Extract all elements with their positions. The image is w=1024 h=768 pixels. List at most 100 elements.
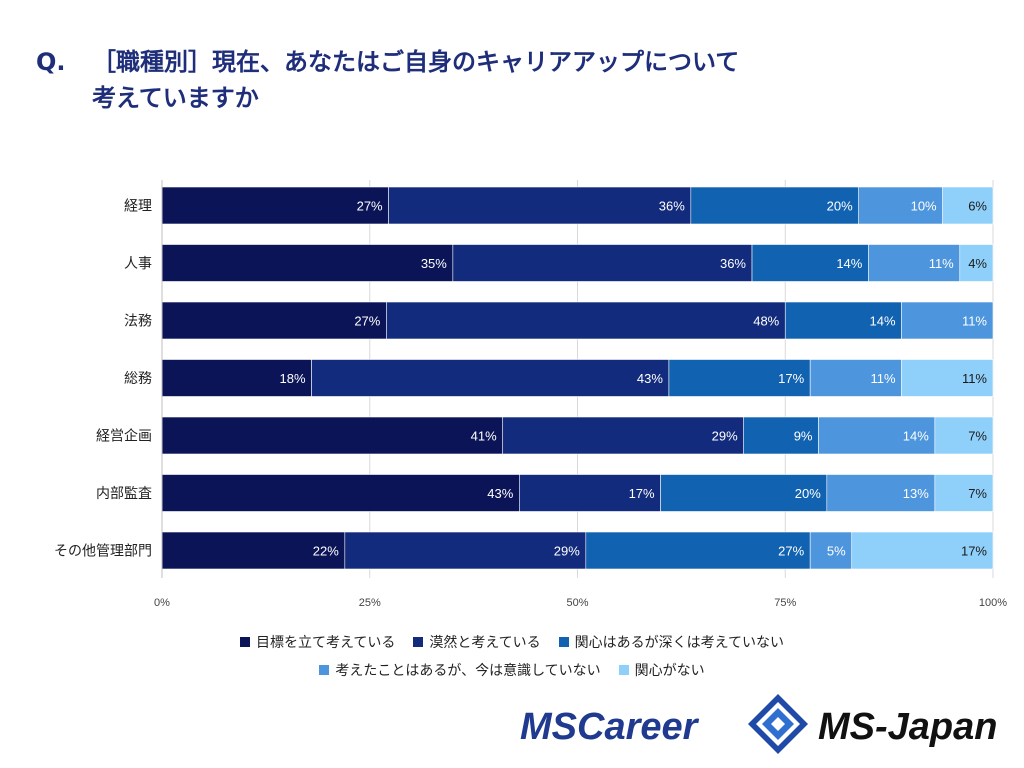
bar-segment <box>161 531 346 570</box>
data-label: 29% <box>712 429 738 444</box>
legend-item: 目標を立て考えている <box>240 632 395 652</box>
bar-segment <box>386 301 786 340</box>
bar-segment <box>161 359 312 397</box>
legend-row-1: 目標を立て考えている 漠然と考えている 関心はあるが深くは考えていない <box>0 628 1024 656</box>
data-label: 17% <box>961 544 987 559</box>
mscareer-logo: MSCareer <box>520 706 700 748</box>
bar-segment <box>161 301 387 340</box>
data-label: 22% <box>313 544 339 559</box>
chart-legend: 目標を立て考えている 漠然と考えている 関心はあるが深くは考えていない 考えたことは… <box>0 628 1024 684</box>
legend-row-2: 考えたことはあるが、今は意識していない 関心がない <box>0 656 1024 684</box>
bar-segment <box>934 416 994 455</box>
brand-logos: MSCareer MS-Japan <box>520 694 997 754</box>
bar-segment <box>809 359 902 397</box>
question-prefix: Q. <box>36 48 66 76</box>
data-label: 11% <box>929 256 954 271</box>
data-label: 14% <box>836 256 862 271</box>
data-label: 35% <box>421 256 447 271</box>
data-label: 17% <box>778 371 804 386</box>
legend-swatch <box>413 637 424 647</box>
bar-segment <box>784 301 902 340</box>
bar-segment <box>660 474 828 512</box>
data-label: 11% <box>871 371 896 386</box>
page-title: Q. ［職種別］現在、あなたはご自身のキャリアアップについて 考えていますか <box>36 44 739 116</box>
bar-segment <box>668 359 811 397</box>
title-line-1: ［職種別］現在、あなたはご自身のキャリアアップについて <box>92 48 740 76</box>
stacked-bar-chart: 0% 25% 50% 75% 100% 経理 27% 36% 20% 10% 6% 人事 35% 36% 1… <box>54 180 1007 609</box>
legend-label: 考えたことはあるが、今は意識していない <box>335 663 601 679</box>
legend-swatch <box>319 665 330 675</box>
data-label: 14% <box>870 314 896 329</box>
category-label: 法務 <box>124 314 152 330</box>
data-label: 20% <box>827 199 853 214</box>
ms-japan-logo: MS-Japan <box>818 706 997 748</box>
legend-item: 関心がない <box>618 660 705 680</box>
bar-segment <box>585 531 811 570</box>
data-label: 7% <box>968 429 987 444</box>
data-label: 41% <box>471 429 497 444</box>
title-line-2: 考えていますか <box>92 84 259 112</box>
legend-item: 考えたことはあるが、今は意識していない <box>319 660 601 680</box>
bar-segment <box>161 186 389 225</box>
data-label: 11% <box>962 371 987 386</box>
x-tick-label: 100% <box>979 597 1007 609</box>
data-label: 27% <box>354 314 380 329</box>
bar-segment <box>818 416 936 455</box>
data-label: 27% <box>357 199 383 214</box>
bar-segment <box>868 244 961 282</box>
data-label: 10% <box>911 199 937 214</box>
data-label: 9% <box>794 429 813 444</box>
category-label: 内部監査 <box>96 485 152 502</box>
legend-swatch <box>240 637 251 647</box>
bar-segment <box>311 359 670 397</box>
bar-segment <box>502 416 744 455</box>
data-label: 5% <box>827 544 846 559</box>
data-label: 18% <box>280 371 306 386</box>
bar-segment <box>743 416 819 455</box>
category-label: その他管理部門 <box>54 544 152 560</box>
bar-segment <box>934 474 994 512</box>
category-label: 経営企画 <box>96 428 152 445</box>
category-label: 経理 <box>124 199 152 215</box>
data-label: 43% <box>637 371 663 386</box>
data-label: 7% <box>968 486 987 501</box>
bar-segment <box>161 474 520 512</box>
legend-label: 漠然と考えている <box>429 635 541 651</box>
bar-segment <box>452 244 753 282</box>
bar-segment <box>901 301 994 340</box>
bar-segment <box>344 531 587 570</box>
data-label: 13% <box>903 486 929 501</box>
data-label: 6% <box>968 199 987 214</box>
bar-segment <box>901 359 994 397</box>
bar-segment <box>851 531 994 570</box>
data-label: 11% <box>962 314 987 329</box>
category-label: 総務 <box>124 371 152 387</box>
data-label: 17% <box>629 486 655 501</box>
data-label: 36% <box>720 256 746 271</box>
legend-label: 関心はあるが深くは考えていない <box>574 635 784 651</box>
bar-segment <box>388 186 692 225</box>
data-label: 43% <box>487 486 513 501</box>
data-label: 27% <box>778 544 804 559</box>
x-tick-label: 75% <box>774 597 796 609</box>
x-tick-label: 50% <box>566 597 588 609</box>
bar-segment <box>826 474 936 512</box>
data-label: 20% <box>795 486 821 501</box>
legend-swatch <box>558 637 569 647</box>
data-label: 48% <box>753 314 779 329</box>
bar-segment <box>161 416 504 455</box>
bar-segment <box>959 244 994 282</box>
bar-segment <box>519 474 661 512</box>
data-label: 4% <box>968 256 987 271</box>
legend-item: 漠然と考えている <box>413 632 541 652</box>
legend-item: 関心はあるが深くは考えていない <box>558 632 784 652</box>
data-label: 14% <box>903 429 929 444</box>
x-tick-label: 25% <box>359 597 381 609</box>
data-label: 36% <box>659 199 685 214</box>
legend-swatch <box>618 665 629 675</box>
category-label: 人事 <box>124 256 152 272</box>
ms-japan-diamond-logo <box>748 694 808 754</box>
x-tick-label: 0% <box>154 597 170 609</box>
bar-segment <box>809 531 853 570</box>
legend-label: 目標を立て考えている <box>256 635 396 651</box>
